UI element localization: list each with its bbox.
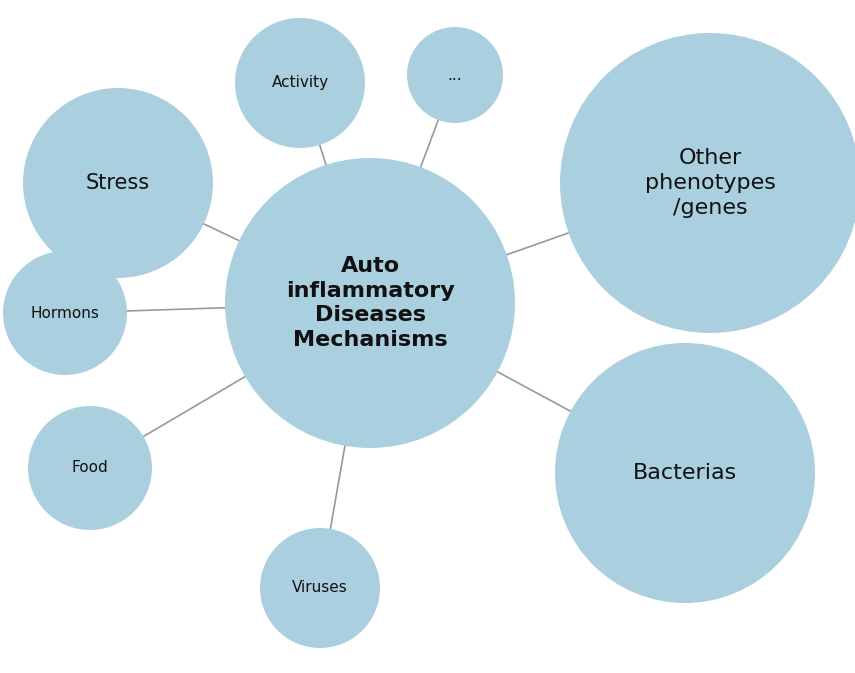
Text: Other
phenotypes
/genes: Other phenotypes /genes bbox=[645, 148, 775, 218]
Circle shape bbox=[23, 88, 213, 278]
Circle shape bbox=[235, 18, 365, 148]
Circle shape bbox=[560, 33, 855, 333]
Text: Viruses: Viruses bbox=[292, 581, 348, 596]
Text: Auto
inflammatory
Diseases
Mechanisms: Auto inflammatory Diseases Mechanisms bbox=[286, 256, 454, 350]
Text: Hormons: Hormons bbox=[31, 306, 99, 320]
Circle shape bbox=[225, 158, 515, 448]
Circle shape bbox=[260, 528, 380, 648]
Text: Bacterias: Bacterias bbox=[633, 463, 737, 483]
Text: Food: Food bbox=[72, 460, 109, 476]
Circle shape bbox=[3, 251, 127, 375]
Circle shape bbox=[555, 343, 815, 603]
Circle shape bbox=[407, 27, 503, 123]
Text: Activity: Activity bbox=[271, 75, 328, 90]
Circle shape bbox=[28, 406, 152, 530]
Text: Stress: Stress bbox=[86, 173, 150, 193]
Text: ...: ... bbox=[448, 67, 463, 83]
